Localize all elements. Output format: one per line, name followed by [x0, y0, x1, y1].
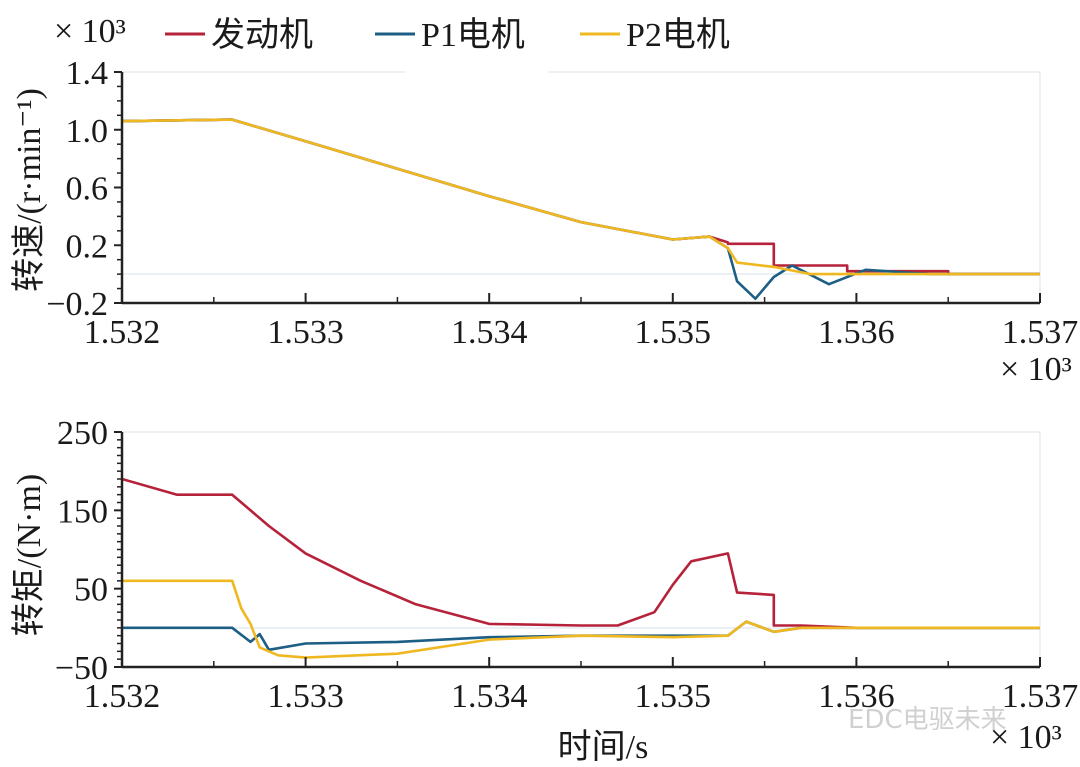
x-tick-label: 1.533 [267, 314, 344, 351]
torque-y-label: 转矩/(N·m) [10, 474, 48, 636]
series-line [121, 118, 1040, 301]
x-axis-title: 时间/s [558, 729, 649, 766]
y-tick-label: −0.2 [46, 286, 108, 323]
series-line [122, 579, 1040, 659]
y-tick-label: 250 [57, 415, 108, 452]
y-tick-label: −50 [55, 650, 108, 687]
speed-y-label: 转速/(r·min⁻¹) [10, 88, 48, 292]
legend-label: P2电机 [626, 16, 730, 54]
torque-series [121, 477, 1040, 659]
speed-x-multiplier: × 10³ [1000, 351, 1072, 388]
x-tick-label: 1.537 [1002, 314, 1079, 351]
series-line [121, 118, 1040, 276]
x-tick-label: 1.535 [635, 314, 712, 351]
y-tick-label: 1.0 [66, 113, 109, 150]
speed-chart: 1.532 1.533 1.534 1.535 1.536 1.537 1.4 1.0 0.6 0… [10, 55, 1078, 388]
legend-label: P1电机 [421, 16, 525, 54]
torque-axes: 1.532 1.533 1.534 1.535 1.536 1.537 250 150 50 −5… [55, 415, 1078, 715]
speed-series [121, 118, 1040, 301]
watermark: EDC电驱未来 [848, 705, 1007, 735]
speed-axes: 1.532 1.533 1.534 1.535 1.536 1.537 1.4 1.0 0.6 0… [46, 55, 1078, 351]
series-line [121, 477, 1040, 630]
x-tick-label: 1.534 [451, 678, 528, 715]
y-tick-label: 50 [74, 572, 108, 609]
torque-x-multiplier: × 10³ [990, 719, 1062, 756]
legend-multiplier: × 10³ [54, 13, 126, 50]
legend-label: 发动机 [211, 16, 313, 54]
x-tick-label: 1.537 [1002, 678, 1079, 715]
legend: × 10³ 发动机 P1电机 P2电机 [54, 13, 730, 54]
x-tick-label: 1.532 [84, 678, 161, 715]
x-tick-label: 1.536 [818, 678, 895, 715]
series-line [121, 118, 1040, 276]
y-tick-label: 0.6 [66, 171, 109, 208]
x-tick-label: 1.535 [635, 678, 712, 715]
x-tick-label: 1.534 [451, 314, 528, 351]
y-tick-label: 0.2 [66, 228, 109, 265]
x-tick-label: 1.532 [84, 314, 161, 351]
y-tick-label: 1.4 [66, 55, 109, 92]
x-tick-label: 1.533 [267, 678, 344, 715]
y-tick-label: 150 [57, 493, 108, 530]
x-tick-label: 1.536 [818, 314, 895, 351]
torque-chart: 1.532 1.533 1.534 1.535 1.536 1.537 250 150 50 −5… [10, 415, 1078, 766]
